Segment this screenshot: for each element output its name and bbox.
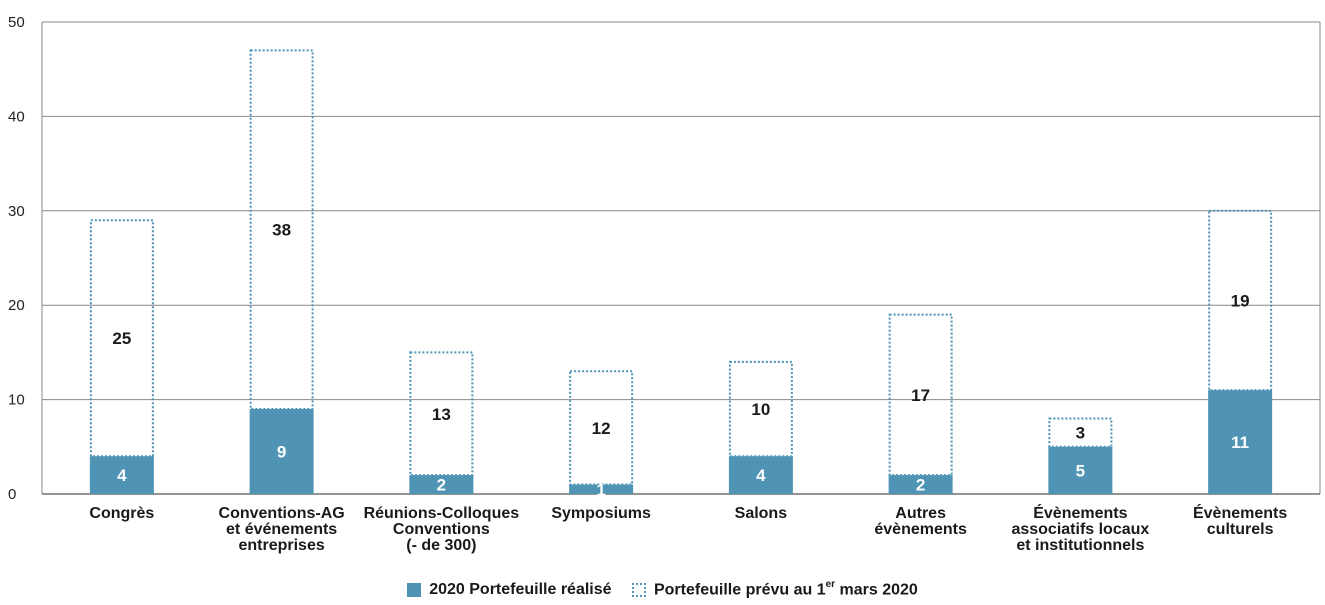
category-label: Salons [735,505,788,522]
bar-chart: 0 10 20 30 40 50 4 25 9 38 2 13 1 12 4 10 2 17 5 3 11 19 Con… [8,14,1321,554]
legend-label-realise: 2020 Portefeuille réalisé [429,580,612,598]
data-label-prevu: 13 [432,405,451,424]
bar-realise [89,456,154,494]
data-label-realise: 5 [1076,461,1085,480]
y-tick-label: 0 [8,486,16,503]
y-axis: 0 10 20 30 40 50 [8,14,25,503]
data-label-realise: 9 [277,443,286,462]
data-label-realise: 11 [1231,433,1249,452]
bar-realise [1208,390,1273,494]
legend-item-realise: 2020 Portefeuille réalisé [407,580,612,599]
bar-realise [569,484,634,494]
data-label-prevu: 25 [112,329,131,348]
data-label-prevu: 3 [1076,424,1085,443]
bars: 4 25 9 38 2 13 1 12 4 10 2 17 5 3 11 19 [89,49,1273,499]
data-label-prevu: 19 [1231,291,1250,310]
bar-realise [728,456,793,494]
data-label-prevu: 10 [751,400,770,419]
bar-realise [249,409,314,494]
data-label-realise: 2 [437,476,446,495]
bar-prevu [569,370,634,486]
category-label: Congrès [89,505,154,522]
data-label-realise: 1 [596,480,605,499]
legend: 2020 Portefeuille réalisé Portefeuille p… [0,579,1325,602]
category-label: Symposiums [551,505,651,522]
bar-prevu [888,313,953,477]
y-tick-label: 50 [8,14,25,31]
legend-swatch-solid [407,582,422,597]
bar-realise [1048,446,1113,494]
y-tick-label: 10 [8,392,25,409]
category-label: Autres évènements [874,505,967,538]
bar-realise [888,475,953,494]
bar-prevu [89,219,154,458]
y-tick-label: 20 [8,297,25,314]
bar-prevu [249,49,314,411]
data-label-prevu: 12 [592,419,611,438]
data-label-prevu: 38 [272,221,291,240]
data-label-realise: 4 [117,466,127,485]
category-label: Réunions-Colloques Conventions (- de 300) [364,505,520,554]
y-tick-label: 40 [8,108,25,125]
y-tick-label: 30 [8,203,25,220]
bar-prevu [409,351,474,477]
category-label: Évènements associatifs locaux et instituti… [1011,503,1149,554]
bar-prevu [728,360,793,458]
x-axis: Congrès Conventions-AG et événements entrep… [89,503,1287,554]
legend-swatch-dotted [631,582,646,597]
legend-label-prevu: Portefeuille prévu au 1er mars 2020 [653,579,918,599]
bar-prevu [1208,209,1273,392]
gridlines [41,21,1321,495]
data-label-realise: 2 [916,476,925,495]
category-label: Conventions-AG et événements entreprises [219,505,345,554]
data-label-realise: 4 [756,466,766,485]
data-label-prevu: 17 [911,386,930,405]
bar-realise [409,475,474,494]
legend-item-prevu: Portefeuille prévu au 1er mars 2020 [631,579,918,599]
bar-prevu [1048,417,1113,448]
category-label: Évènements culturels [1193,503,1287,538]
